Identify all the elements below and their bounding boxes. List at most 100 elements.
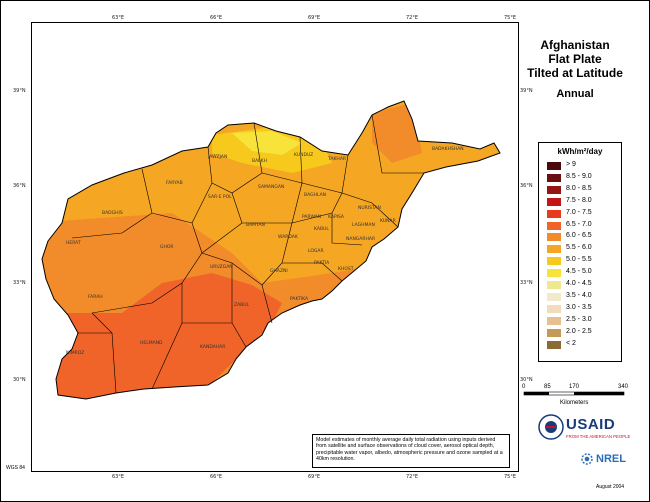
legend-item: 7.5 - 8.0 [547,196,617,206]
province-boundaries [71,114,424,394]
map-title: Afghanistan Flat Plate Tilted at Latitud… [515,38,635,80]
nrel-sun-icon [581,453,593,465]
boundary [201,252,273,324]
province-label: HERAT [66,241,81,246]
zone-badakhshan [372,103,422,163]
legend-label: 6.0 - 6.5 [566,232,592,240]
boundary [71,168,153,239]
legend-label: 6.5 - 7.0 [566,220,592,228]
province-label: ZABUL [234,303,250,308]
province-label: KAPISA [328,215,345,220]
legend-label: > 9 [566,161,576,168]
province-label: BAGHLAN [304,193,327,198]
province-label: URUZGAN [210,265,233,270]
province-label: PAKTIKA [290,297,309,302]
legend-label: 2.0 - 2.5 [566,327,592,335]
methodology-note: Model estimates of monthly average daily… [312,434,510,468]
province-label: PAKTIA [314,261,330,266]
legend-item: 7.0 - 7.5 [547,208,617,218]
province-label: LOGAR [308,249,324,254]
legend-swatch [547,269,561,278]
lat-tick-right: 39°N [520,88,533,94]
legend-label: 3.0 - 3.5 [566,303,592,311]
legend-item: 2.0 - 2.5 [547,327,617,337]
legend-item: 8.5 - 9.0 [547,173,617,182]
sun-rays [581,453,593,465]
title-line: Flat Plate [548,52,602,66]
legend-label: 7.5 - 8.0 [566,196,592,204]
legend-item: 8.0 - 8.5 [547,184,617,194]
legend-swatch [547,162,561,170]
legend-item: 4.0 - 4.5 [547,280,617,289]
legend-item: 6.5 - 7.0 [547,220,617,230]
date-label: August 2004 [596,484,625,490]
scale-bar: 0 85 170 340 Kilometers [520,384,630,416]
province-label: BADAKHSHAN [432,147,464,152]
scale-tick: 340 [618,384,629,390]
lat-tick-left: 36°N [13,183,26,189]
province-label: LAGHMAN [352,223,375,228]
sun-core [584,456,590,462]
legend-item: > 9 [547,161,617,170]
usaid-seal-icon [538,414,564,440]
province-label: FARAH [88,295,103,300]
legend-swatch [547,316,561,325]
usaid-tagline: FROM THE AMERICAN PEOPLE [566,434,631,439]
legend: kWh/m²/day > 9 8.5 - 9.0 8.0 - 8.5 7.5 - 8.… [538,142,622,362]
zone-6-5-7-0 [52,273,282,399]
nrel-logo: NREL [580,452,628,468]
lat-tick-left: 30°N [13,377,26,383]
scale-unit: Kilometers [560,400,589,406]
usaid-logo: USAID FROM THE AMERICAN PEOPLE [538,414,631,446]
lat-tick-left: 39°N [13,88,26,94]
zone-4-5-5-0 [232,131,302,155]
scale-bar-graphic [523,391,625,396]
nrel-wordmark: NREL [596,453,626,465]
legend-swatch [547,257,561,266]
lat-tick-right: 30°N [520,377,533,383]
province-label: HELMAND [140,341,163,346]
legend-unit: kWh/m²/day [557,147,603,156]
province-label: FARYAB [166,181,183,186]
scale-tick: 85 [544,384,551,390]
boundary [282,262,343,282]
lon-tick-top: 72°E [406,15,419,21]
legend-item: 4.5 - 5.0 [547,268,617,278]
legend-swatch [547,233,561,242]
boundary [91,212,203,314]
lon-tick-top: 75°E [504,15,517,21]
province-label: NURISTAN [358,206,381,211]
legend-swatch [547,173,561,182]
boundary [371,114,424,174]
scale-bar-segment [524,392,549,395]
legend-swatch [547,197,561,206]
province-label: KHOST [338,267,354,272]
boundary [211,122,263,194]
legend-item: 5.0 - 5.5 [547,256,617,266]
legend-label: 8.0 - 8.5 [566,184,592,192]
province-label: KABUL [314,227,329,232]
province-label: PARWAN [302,215,322,220]
legend-label: 3.5 - 4.0 [566,291,592,299]
seal-bar [546,426,556,428]
title-line: Afghanistan [540,38,610,52]
province-label: KUNAR [380,219,396,224]
legend-swatch [547,292,561,301]
legend-swatch [547,281,561,289]
lon-tick-bottom: 66°E [210,474,223,480]
legend-label: 2.5 - 3.0 [566,315,592,323]
legend-swatch [547,221,561,230]
province-label: BADGHIS [102,211,123,216]
boundary [291,192,399,228]
legend-item: < 2 [547,340,617,349]
province-label: KANDAHAR [200,345,226,350]
lon-tick-bottom: 75°E [504,474,517,480]
lat-tick-right: 33°N [520,280,533,286]
province-label: GHOR [160,245,174,250]
legend-label: 7.0 - 7.5 [566,208,592,216]
scale-tick: 0 [522,384,526,390]
province-label: KUNDUZ [294,153,314,158]
legend-item: 3.0 - 3.5 [547,303,617,313]
legend-swatch [547,185,561,194]
province-label: GHAZNI [270,269,288,274]
